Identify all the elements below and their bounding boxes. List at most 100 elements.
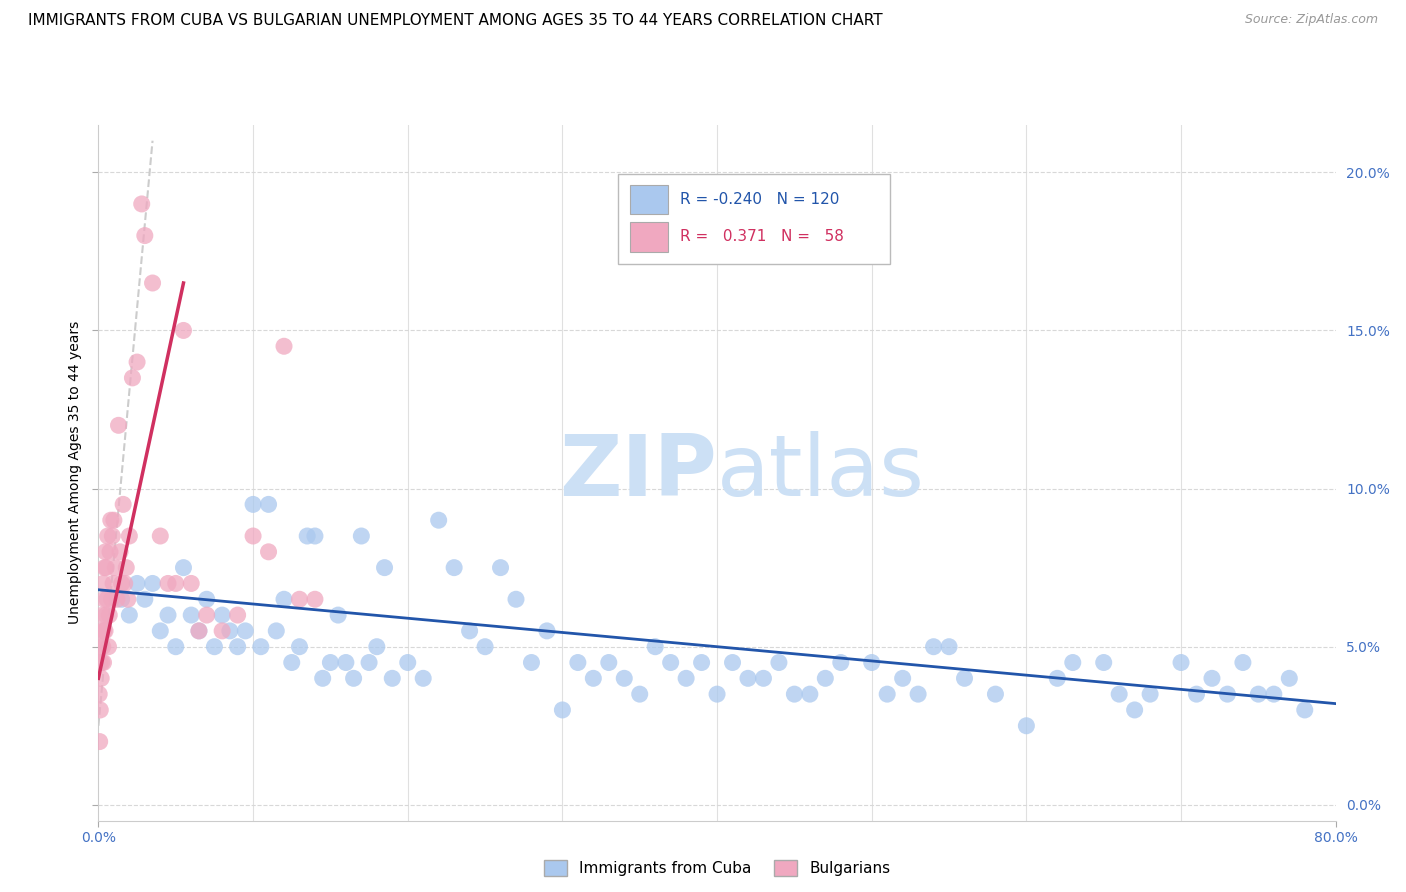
Point — [1015, 719, 1038, 733]
Text: ZIP: ZIP — [560, 431, 717, 515]
Point — [366, 640, 388, 654]
Point — [107, 418, 129, 433]
Point — [96, 560, 118, 574]
Point — [412, 671, 434, 685]
Point — [1278, 671, 1301, 685]
Point — [659, 656, 682, 670]
Point — [90, 624, 112, 638]
Point — [242, 497, 264, 511]
Point — [90, 640, 112, 654]
Point — [1062, 656, 1084, 670]
Point — [1139, 687, 1161, 701]
Point — [706, 687, 728, 701]
Point — [628, 687, 651, 701]
Point — [359, 656, 381, 670]
Point — [737, 671, 759, 685]
Point — [101, 529, 124, 543]
Point — [1247, 687, 1270, 701]
Point — [297, 529, 319, 543]
Point — [90, 671, 112, 685]
Point — [108, 545, 131, 559]
Point — [165, 576, 187, 591]
Point — [149, 624, 172, 638]
Point — [93, 656, 115, 670]
Point — [97, 640, 120, 654]
Point — [273, 339, 295, 353]
Point — [235, 624, 257, 638]
Point — [690, 656, 713, 670]
Point — [350, 529, 373, 543]
Point — [1201, 671, 1223, 685]
Point — [768, 656, 790, 670]
Point — [98, 608, 121, 623]
Text: R =   0.371   N =   58: R = 0.371 N = 58 — [681, 229, 844, 244]
Point — [93, 592, 115, 607]
Point — [188, 624, 211, 638]
Point — [1185, 687, 1208, 701]
Point — [598, 656, 620, 670]
Point — [536, 624, 558, 638]
Point — [134, 228, 156, 243]
Point — [204, 640, 226, 654]
Point — [211, 624, 233, 638]
Point — [188, 624, 211, 638]
Point — [112, 497, 135, 511]
Point — [474, 640, 496, 654]
Point — [582, 671, 605, 685]
Point — [242, 529, 264, 543]
Point — [505, 592, 527, 607]
Point — [1092, 656, 1115, 670]
Point — [100, 592, 122, 607]
Point — [103, 513, 125, 527]
Point — [131, 197, 153, 211]
Point — [141, 276, 165, 290]
Point — [830, 656, 852, 670]
Point — [273, 592, 295, 607]
Point — [907, 687, 929, 701]
Point — [984, 687, 1007, 701]
Point — [396, 656, 419, 670]
Bar — [630, 222, 668, 252]
Point — [520, 656, 543, 670]
Point — [257, 497, 280, 511]
Point — [94, 545, 117, 559]
Y-axis label: Unemployment Among Ages 35 to 44 years: Unemployment Among Ages 35 to 44 years — [67, 321, 82, 624]
Point — [1108, 687, 1130, 701]
Point — [288, 592, 311, 607]
Point — [118, 529, 141, 543]
Point — [157, 576, 180, 591]
Point — [335, 656, 357, 670]
Point — [264, 624, 288, 638]
Point — [94, 624, 117, 638]
Point — [89, 734, 111, 748]
Point — [1216, 687, 1239, 701]
Point — [304, 592, 326, 607]
Point — [938, 640, 960, 654]
Point — [219, 624, 242, 638]
Point — [93, 560, 115, 574]
Point — [814, 671, 837, 685]
Point — [343, 671, 366, 685]
Point — [752, 671, 775, 685]
Point — [1294, 703, 1316, 717]
Point — [98, 545, 121, 559]
Point — [111, 592, 132, 607]
Point — [94, 608, 117, 623]
Point — [1263, 687, 1285, 701]
Point — [96, 592, 118, 607]
Point — [226, 608, 249, 623]
Point — [157, 608, 180, 623]
Point — [180, 576, 202, 591]
Point — [172, 560, 194, 574]
Text: IMMIGRANTS FROM CUBA VS BULGARIAN UNEMPLOYMENT AMONG AGES 35 TO 44 YEARS CORRELA: IMMIGRANTS FROM CUBA VS BULGARIAN UNEMPL… — [28, 13, 883, 29]
Point — [134, 592, 156, 607]
Point — [127, 355, 149, 369]
Point — [1046, 671, 1069, 685]
Point — [165, 640, 187, 654]
Point — [675, 671, 697, 685]
Point — [281, 656, 304, 670]
Text: R = -0.240   N = 120: R = -0.240 N = 120 — [681, 192, 839, 207]
Point — [89, 687, 111, 701]
Point — [721, 656, 744, 670]
Point — [257, 545, 280, 559]
